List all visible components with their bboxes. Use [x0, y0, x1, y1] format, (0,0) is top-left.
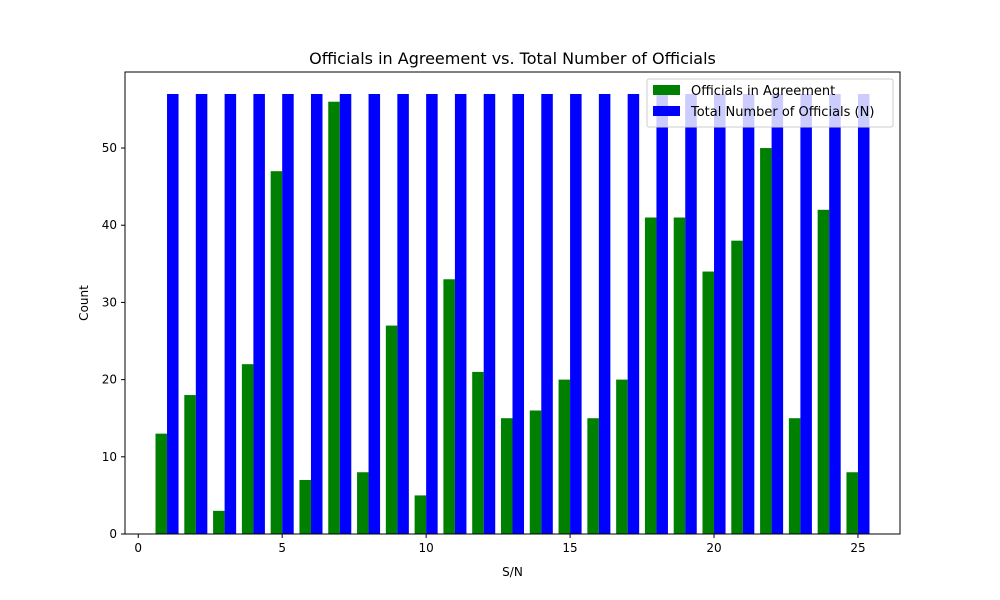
bar-total-15: [570, 94, 582, 534]
y-axis-ticks: 0 10 20 30 40 50: [102, 141, 125, 541]
x-tick-label: 25: [850, 541, 865, 555]
y-axis-label: Count: [77, 285, 91, 321]
legend-swatch-total: [653, 106, 680, 116]
legend-label-total: Total Number of Officials (N): [690, 105, 874, 120]
bar-agreement-2: [184, 395, 196, 534]
bar-agreement-1: [155, 433, 168, 534]
bar-total-8: [368, 94, 381, 534]
bar-agreement-4: [241, 364, 254, 534]
bar-total-3: [224, 94, 237, 534]
bar-total-9: [397, 94, 409, 534]
y-tick-label: 0: [109, 527, 117, 541]
bar-total-13: [512, 94, 525, 534]
bar-agreement-19: [673, 217, 686, 534]
y-tick-label: 20: [102, 373, 117, 387]
bar-total-11: [454, 94, 467, 534]
bar-total-25: [857, 94, 870, 534]
legend: Officials in Agreement Total Number of O…: [646, 78, 894, 128]
bar-agreement-16: [587, 418, 599, 534]
bar-agreement-15: [558, 379, 571, 534]
bar-total-17: [627, 94, 640, 534]
bar-agreement-9: [385, 325, 398, 534]
bar-total-1: [167, 94, 179, 534]
x-axis-label: S/N: [502, 565, 523, 579]
bar-total-12: [483, 94, 496, 534]
bar-total-4: [253, 94, 265, 534]
bar-agreement-24: [817, 209, 830, 534]
x-tick-label: 10: [418, 541, 433, 555]
bar-total-20: [714, 94, 726, 534]
bar-total-18: [656, 94, 668, 534]
y-tick-label: 30: [102, 295, 117, 309]
legend-swatch-agreement: [653, 85, 680, 95]
bars-group: [155, 94, 870, 534]
bar-total-16: [598, 94, 611, 534]
plot-frame: [124, 71, 901, 535]
bar-total-19: [685, 94, 697, 534]
chart-title: Officials in Agreement vs. Total Number …: [309, 49, 716, 68]
bar-total-23: [800, 94, 812, 534]
bar-agreement-14: [529, 410, 542, 534]
bar-agreement-21: [731, 240, 743, 534]
bar-agreement-20: [702, 271, 715, 534]
bar-total-7: [339, 94, 352, 534]
x-tick-label: 15: [562, 541, 577, 555]
bar-total-2: [195, 94, 208, 534]
bar-total-10: [426, 94, 438, 534]
bar-total-14: [541, 94, 553, 534]
legend-box: [646, 78, 894, 128]
x-tick-label: 20: [706, 541, 721, 555]
x-axis-ticks: 0 5 10 15 20 25: [134, 534, 866, 555]
bar-agreement-10: [414, 495, 427, 534]
bar-agreement-6: [299, 479, 311, 534]
legend-label-agreement: Officials in Agreement: [691, 84, 835, 99]
x-tick-label: 0: [134, 541, 142, 555]
bar-agreement-5: [270, 171, 283, 534]
bar-agreement-23: [788, 418, 801, 534]
x-tick-label: 5: [278, 541, 286, 555]
bar-agreement-18: [644, 217, 657, 534]
bar-total-5: [282, 94, 294, 534]
bar-total-22: [771, 94, 784, 534]
bar-agreement-13: [500, 418, 513, 534]
y-tick-label: 40: [102, 218, 117, 232]
bar-agreement-12: [472, 371, 484, 534]
bar-agreement-8: [357, 472, 369, 534]
bar-agreement-7: [328, 101, 340, 534]
bar-agreement-25: [846, 472, 858, 534]
bar-agreement-3: [213, 510, 225, 534]
bar-total-6: [310, 94, 323, 534]
bar-total-24: [829, 94, 841, 534]
y-tick-label: 10: [102, 450, 117, 464]
bar-agreement-17: [616, 379, 628, 534]
bar-total-21: [742, 94, 755, 534]
y-tick-label: 50: [102, 141, 117, 155]
bar-agreement-22: [760, 148, 772, 534]
bar-agreement-11: [443, 279, 455, 534]
